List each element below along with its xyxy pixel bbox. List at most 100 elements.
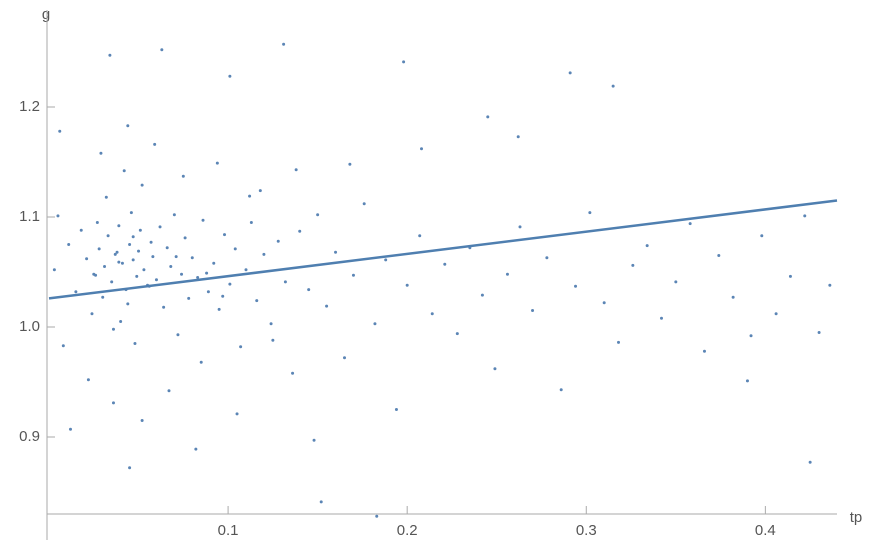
point bbox=[430, 312, 434, 316]
point bbox=[158, 225, 162, 229]
point bbox=[172, 213, 176, 217]
point bbox=[103, 265, 107, 268]
point bbox=[362, 202, 366, 206]
point bbox=[373, 322, 377, 326]
point bbox=[402, 60, 406, 64]
point bbox=[420, 147, 424, 151]
point bbox=[808, 460, 812, 464]
point bbox=[129, 211, 133, 215]
point bbox=[117, 224, 121, 228]
point bbox=[803, 214, 807, 218]
point bbox=[244, 268, 248, 272]
x-tick-label: 0.1 bbox=[218, 522, 239, 539]
point bbox=[68, 427, 72, 431]
point bbox=[160, 48, 164, 52]
point bbox=[61, 344, 65, 348]
point bbox=[518, 225, 522, 229]
point bbox=[140, 183, 144, 187]
point bbox=[142, 268, 146, 272]
point bbox=[760, 234, 764, 238]
point bbox=[271, 338, 275, 342]
point bbox=[774, 312, 778, 316]
point bbox=[74, 290, 78, 294]
point bbox=[276, 239, 280, 243]
x-tick-label: 0.3 bbox=[576, 522, 597, 539]
point bbox=[418, 234, 422, 238]
point bbox=[165, 246, 169, 250]
point bbox=[617, 340, 621, 344]
point bbox=[180, 272, 184, 276]
point bbox=[443, 262, 447, 266]
point bbox=[169, 265, 173, 268]
point bbox=[67, 243, 71, 246]
x-tick-label: 0.4 bbox=[755, 522, 776, 539]
point bbox=[154, 278, 158, 282]
point bbox=[611, 84, 615, 88]
point bbox=[659, 316, 663, 320]
point bbox=[749, 334, 753, 338]
y-tick-label: 0.9 bbox=[19, 428, 40, 445]
point bbox=[249, 221, 253, 224]
x-axis-label: tp bbox=[850, 509, 863, 526]
point bbox=[545, 256, 549, 260]
point bbox=[205, 271, 209, 275]
point bbox=[128, 243, 132, 246]
point bbox=[574, 284, 578, 288]
point bbox=[106, 234, 110, 238]
point bbox=[334, 250, 338, 254]
point bbox=[90, 312, 94, 316]
point bbox=[316, 213, 320, 217]
point bbox=[788, 274, 792, 278]
point bbox=[167, 389, 171, 393]
point bbox=[212, 261, 216, 265]
point bbox=[645, 244, 649, 248]
point bbox=[149, 240, 153, 244]
point bbox=[215, 161, 219, 165]
point bbox=[206, 290, 210, 294]
point bbox=[153, 142, 157, 146]
point bbox=[162, 305, 166, 309]
point bbox=[348, 162, 352, 166]
x-tick-label: 0.2 bbox=[397, 522, 418, 539]
point bbox=[282, 42, 286, 46]
point bbox=[101, 295, 105, 299]
point bbox=[52, 268, 56, 272]
point bbox=[568, 71, 572, 75]
point bbox=[319, 500, 323, 504]
point bbox=[86, 378, 90, 382]
point bbox=[95, 221, 99, 224]
point bbox=[394, 408, 398, 411]
point bbox=[126, 124, 130, 128]
point bbox=[94, 273, 98, 277]
point bbox=[217, 307, 221, 311]
point bbox=[269, 322, 273, 326]
point bbox=[588, 211, 592, 215]
point bbox=[128, 466, 132, 470]
point bbox=[294, 168, 298, 172]
point bbox=[312, 438, 316, 442]
point bbox=[113, 252, 117, 256]
point bbox=[199, 360, 203, 364]
point bbox=[258, 189, 262, 193]
point bbox=[79, 228, 83, 232]
y-tick-label: 1.0 bbox=[19, 318, 40, 335]
point bbox=[140, 419, 144, 422]
point bbox=[516, 135, 520, 139]
point bbox=[298, 229, 302, 233]
point bbox=[111, 401, 115, 405]
point bbox=[183, 236, 187, 240]
point bbox=[119, 320, 123, 323]
point bbox=[262, 252, 266, 256]
point bbox=[115, 250, 119, 254]
point bbox=[85, 257, 89, 261]
point bbox=[110, 280, 114, 284]
point bbox=[351, 273, 355, 277]
point bbox=[239, 345, 243, 349]
point bbox=[405, 283, 409, 287]
point bbox=[135, 274, 139, 278]
point bbox=[702, 349, 706, 353]
point bbox=[104, 195, 108, 199]
point bbox=[181, 174, 185, 178]
point bbox=[126, 302, 130, 306]
point bbox=[688, 222, 692, 226]
